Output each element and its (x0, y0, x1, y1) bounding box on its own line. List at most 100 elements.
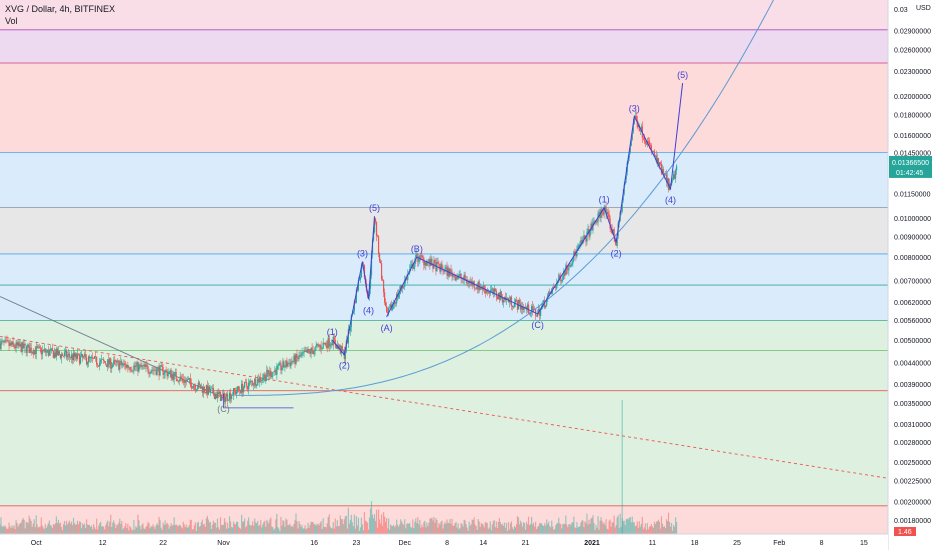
wave-label: (4) (665, 195, 676, 205)
volume-bar (188, 525, 190, 534)
volume-bar (650, 523, 653, 534)
volume-bar (633, 522, 635, 534)
volume-bar (543, 525, 545, 534)
wave-label: (3) (357, 249, 368, 259)
candle-body (569, 265, 571, 267)
candle-body (255, 378, 257, 387)
volume-bar (547, 523, 549, 534)
volume-bar (642, 529, 644, 534)
volume-bar (48, 520, 50, 534)
candle-body (67, 353, 70, 356)
candle-body (514, 299, 517, 303)
candle-body (219, 391, 222, 401)
candle-body (15, 342, 17, 349)
date-tick-label: 11 (649, 540, 656, 547)
volume-bar (271, 526, 273, 534)
candle-body (511, 305, 514, 307)
volume-bar (123, 527, 125, 534)
date-tick-label: 21 (522, 540, 530, 547)
volume-bar (324, 526, 326, 534)
candle-body (314, 346, 316, 351)
volume-bar (406, 524, 408, 534)
volume-bar (235, 521, 238, 534)
time-axis-bg (0, 534, 888, 550)
volume-bar (130, 527, 132, 534)
candle-body (216, 392, 219, 399)
candle-body (506, 298, 509, 299)
date-tick-label: 22 (159, 540, 167, 547)
volume-bar (276, 513, 278, 534)
candle-body (12, 341, 14, 345)
volume-bar (488, 527, 490, 534)
candle-body (613, 229, 615, 239)
candle-body (377, 236, 380, 254)
volume-bar (545, 525, 547, 534)
candle-body (621, 200, 623, 212)
volume-bar (353, 514, 355, 534)
candle-body (394, 302, 396, 305)
candle-body (115, 360, 117, 363)
volume-bar (670, 522, 673, 534)
wave-label: (5) (677, 70, 688, 80)
volume-bar (141, 524, 143, 534)
volume-bar (363, 512, 366, 534)
volume-bar (444, 521, 446, 534)
candle-body (179, 376, 181, 381)
volume-bar (82, 525, 85, 534)
volume-bar (21, 519, 23, 534)
candle-body (452, 274, 454, 277)
volume-bar (52, 524, 54, 534)
candle-body (217, 392, 220, 394)
candle-body (316, 344, 318, 346)
candle-body (239, 389, 241, 391)
candle-body (528, 313, 531, 315)
volume-bar (484, 521, 486, 534)
volume-bar (182, 521, 184, 534)
volume-bar (54, 523, 56, 534)
volume-bar (603, 522, 605, 534)
candle-body (516, 301, 519, 310)
candle-body (59, 354, 62, 359)
wave-path (386, 256, 538, 318)
volume-bar (195, 531, 197, 534)
volume-bar (385, 521, 387, 534)
wave-path (537, 83, 684, 315)
candle-body (414, 261, 416, 267)
candle-body (424, 261, 426, 266)
volume-bar (177, 526, 179, 534)
price-tick-label: 0.00225000 (894, 479, 931, 486)
candle-body (10, 343, 12, 345)
candle-body (476, 287, 478, 290)
volume-bar (132, 530, 134, 534)
volume-bar (412, 519, 414, 534)
volume-bar (349, 519, 351, 534)
candle-body (74, 353, 77, 357)
candle-body (588, 228, 590, 237)
volume-bar (436, 520, 438, 534)
candle-body (121, 361, 123, 366)
candle-body (389, 307, 391, 309)
volume-bar (108, 526, 110, 534)
volume-bar (127, 523, 129, 534)
volume-bar (126, 528, 128, 534)
volume-bar (562, 523, 564, 534)
candle-body (82, 356, 85, 358)
volume-bar (392, 526, 394, 534)
volume-bar (507, 522, 510, 534)
volume-bar (287, 525, 289, 534)
volume-bar (243, 521, 245, 534)
candle-body (171, 374, 173, 379)
candle-body (385, 302, 387, 307)
volume-bar (185, 524, 187, 534)
volume-bar (35, 515, 37, 534)
volume-bar (569, 524, 571, 534)
wave-label: (2) (339, 361, 350, 371)
candle-body (71, 354, 74, 361)
candle-body (412, 263, 414, 269)
price-tick-label: 0.01150000 (894, 191, 931, 198)
volume-bar (375, 509, 378, 534)
volume-bar (255, 522, 257, 534)
candle-body (545, 305, 547, 308)
candle-body (317, 344, 319, 346)
